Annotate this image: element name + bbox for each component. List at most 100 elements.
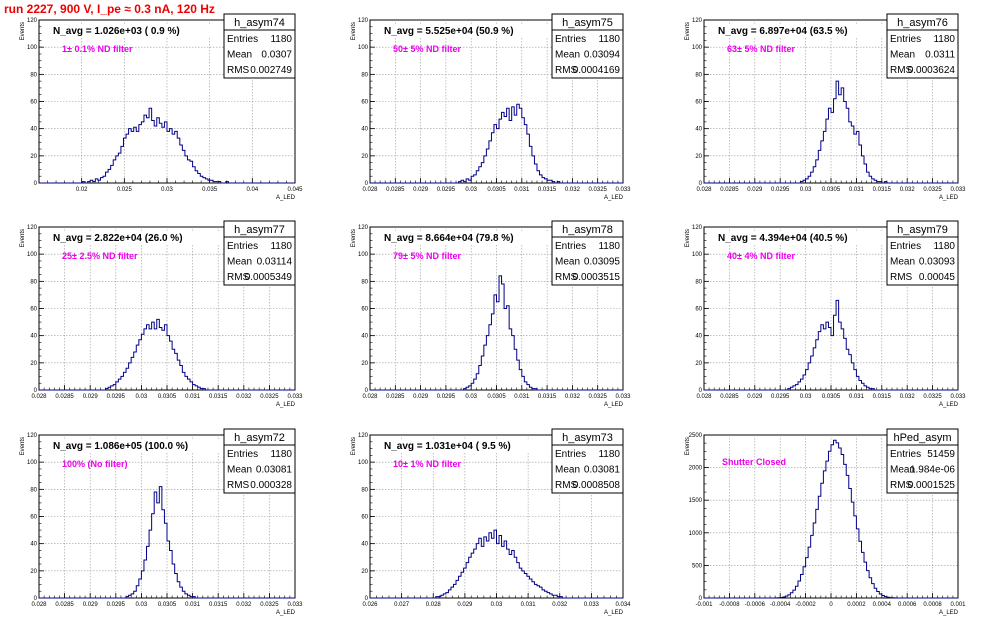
- stats-box-frame: [886, 220, 959, 286]
- stat-name: Mean: [890, 257, 915, 268]
- y-tick-label: 0: [699, 388, 703, 394]
- histogram-panel-hPed_asym: 0 500 1000 1500 2000 2500 -0.001 -0.0008 -0.0006…: [685, 428, 966, 616]
- navg-label: N_avg = 2.822e+04 (26.0 %): [53, 233, 183, 244]
- y-tick-label: 20: [695, 154, 702, 160]
- stats-title: h_asym77: [234, 224, 285, 236]
- x-tick-label: 0.033: [950, 394, 966, 400]
- stats-box-frame: [223, 13, 296, 79]
- y-tick-label: 40: [361, 127, 368, 133]
- x-tick-label: 0.0315: [209, 602, 228, 608]
- x-tick-label: 0.03: [136, 394, 148, 400]
- stat-value: 0.03094: [584, 50, 621, 61]
- x-tick-label: 0.03: [465, 187, 477, 193]
- x-tick-label: 0.032: [900, 394, 916, 400]
- stat-name: Entries: [890, 449, 921, 460]
- y-tick-label: 0: [699, 596, 703, 602]
- x-tick-label: 0.0325: [260, 394, 279, 400]
- y-axis-title: Events: [351, 229, 357, 247]
- filter-label: 50± 5% ND filter: [393, 44, 461, 54]
- x-tick-label: 0.045: [287, 187, 303, 193]
- histogram-line: [704, 439, 958, 599]
- navg-label: N_avg = 6.897e+04 (63.5 %): [718, 26, 848, 37]
- y-tick-label: 60: [361, 100, 368, 106]
- histogram-line: [704, 299, 958, 391]
- x-tick-label: 0.028: [426, 602, 442, 608]
- histogram-panel-h_asym75: 0 20 40 60 80 100 120 0.028 0.0285 0.029 0.0295 0.0…: [351, 13, 631, 201]
- x-tick-label: 0.033: [950, 187, 966, 193]
- filter-label: 79± 5% ND filter: [393, 251, 461, 261]
- y-tick-label: 100: [358, 45, 369, 51]
- navg-box: [46, 231, 221, 245]
- stat-value: 1180: [598, 34, 620, 45]
- filter-label: 63± 5% ND filter: [727, 44, 795, 54]
- navg-label: N_avg = 1.026e+03 ( 0.9 %): [53, 26, 180, 37]
- stat-value: 0.0008508: [573, 480, 621, 491]
- stat-name: RMS: [227, 480, 250, 491]
- y-tick-label: 20: [361, 154, 368, 160]
- stats-box: h_asym79 Entries 1180 Mean 0.03093 RMS 0.00045: [886, 220, 959, 286]
- stats-box-frame: [886, 428, 959, 494]
- y-tick-label: 1500: [689, 498, 703, 504]
- histogram-line: [39, 107, 295, 184]
- filter-label: 10± 1% ND filter: [393, 459, 461, 469]
- y-tick-label: 80: [30, 487, 37, 493]
- y-tick-label: 120: [358, 433, 369, 439]
- navg-box: [711, 24, 886, 38]
- x-tick-label: 0.03: [800, 394, 812, 400]
- x-tick-label: -0.0008: [719, 602, 740, 608]
- stat-value: 51459: [927, 449, 955, 460]
- x-tick-label: 0.0305: [158, 394, 177, 400]
- histogram-line: [370, 275, 623, 391]
- stat-name: Entries: [227, 34, 258, 45]
- x-tick-label: 0.034: [615, 602, 631, 608]
- stat-value: 0.0307: [261, 50, 292, 61]
- y-axis-title: Events: [685, 437, 691, 455]
- y-tick-label: 0: [365, 181, 369, 187]
- x-tick-label: 0.0295: [437, 187, 456, 193]
- navg-box: [46, 439, 221, 453]
- x-tick-label: -0.001: [695, 602, 713, 608]
- stats-title: h_asym73: [562, 432, 613, 444]
- x-tick-label: 0.032: [552, 602, 568, 608]
- x-tick-label: 0.029: [83, 394, 99, 400]
- stat-name: Mean: [227, 465, 252, 476]
- x-tick-label: 0.03: [491, 602, 503, 608]
- stat-name: RMS: [890, 272, 913, 283]
- navg-label: N_avg = 8.664e+04 (79.8 %): [384, 233, 514, 244]
- navg-label: N_avg = 1.031e+04 ( 9.5 %): [384, 441, 511, 452]
- stats-title: h_asym75: [562, 17, 613, 29]
- x-tick-label: 0.032: [236, 602, 252, 608]
- stats-box: h_asym78 Entries 1180 Mean 0.03095 RMS0.00035…: [551, 220, 624, 286]
- y-tick-label: 0: [365, 388, 369, 394]
- x-tick-label: 0.03: [136, 602, 148, 608]
- x-tick-label: 0.0315: [538, 394, 557, 400]
- x-tick-label: 0.028: [31, 394, 47, 400]
- x-axis-title: A_LED: [939, 610, 959, 616]
- filter-label: 40± 4% ND filter: [727, 251, 795, 261]
- y-tick-label: 0: [34, 181, 38, 187]
- y-tick-label: 120: [692, 225, 703, 231]
- stat-value: 0.03093: [919, 257, 956, 268]
- x-tick-label: 0.0295: [107, 602, 126, 608]
- filter-label: 25± 2.5% ND filter: [62, 251, 138, 261]
- y-tick-label: 100: [358, 252, 369, 258]
- stat-value: 0.00045: [919, 272, 956, 283]
- y-tick-label: 100: [27, 45, 38, 51]
- stats-box: h_asym73 Entries 1180 Mean 0.03081 RMS0.00085…: [551, 428, 624, 494]
- x-tick-label: 0.0305: [487, 394, 506, 400]
- stats-title: h_asym78: [562, 224, 613, 236]
- x-tick-label: 0.03: [465, 394, 477, 400]
- x-tick-label: 0.029: [413, 187, 429, 193]
- histogram-panel-h_asym77: 0 20 40 60 80 100 120 0.028 0.0285 0.029 0.0295 0.0…: [20, 220, 303, 408]
- x-tick-label: 0.032: [236, 394, 252, 400]
- y-tick-label: 40: [695, 127, 702, 133]
- histogram-panel-h_asym74: 0 20 40 60 80 100 120 0.02 0.025 0.03 0.035 0.04 0.0…: [20, 13, 303, 201]
- x-tick-label: 0.0295: [107, 394, 126, 400]
- y-axis-title: Events: [20, 229, 26, 247]
- y-tick-label: 120: [27, 433, 38, 439]
- histogram-line: [39, 486, 295, 599]
- stat-value: 0.000328: [250, 480, 292, 491]
- x-tick-label: 0.0325: [923, 187, 942, 193]
- stat-name: Mean: [555, 257, 580, 268]
